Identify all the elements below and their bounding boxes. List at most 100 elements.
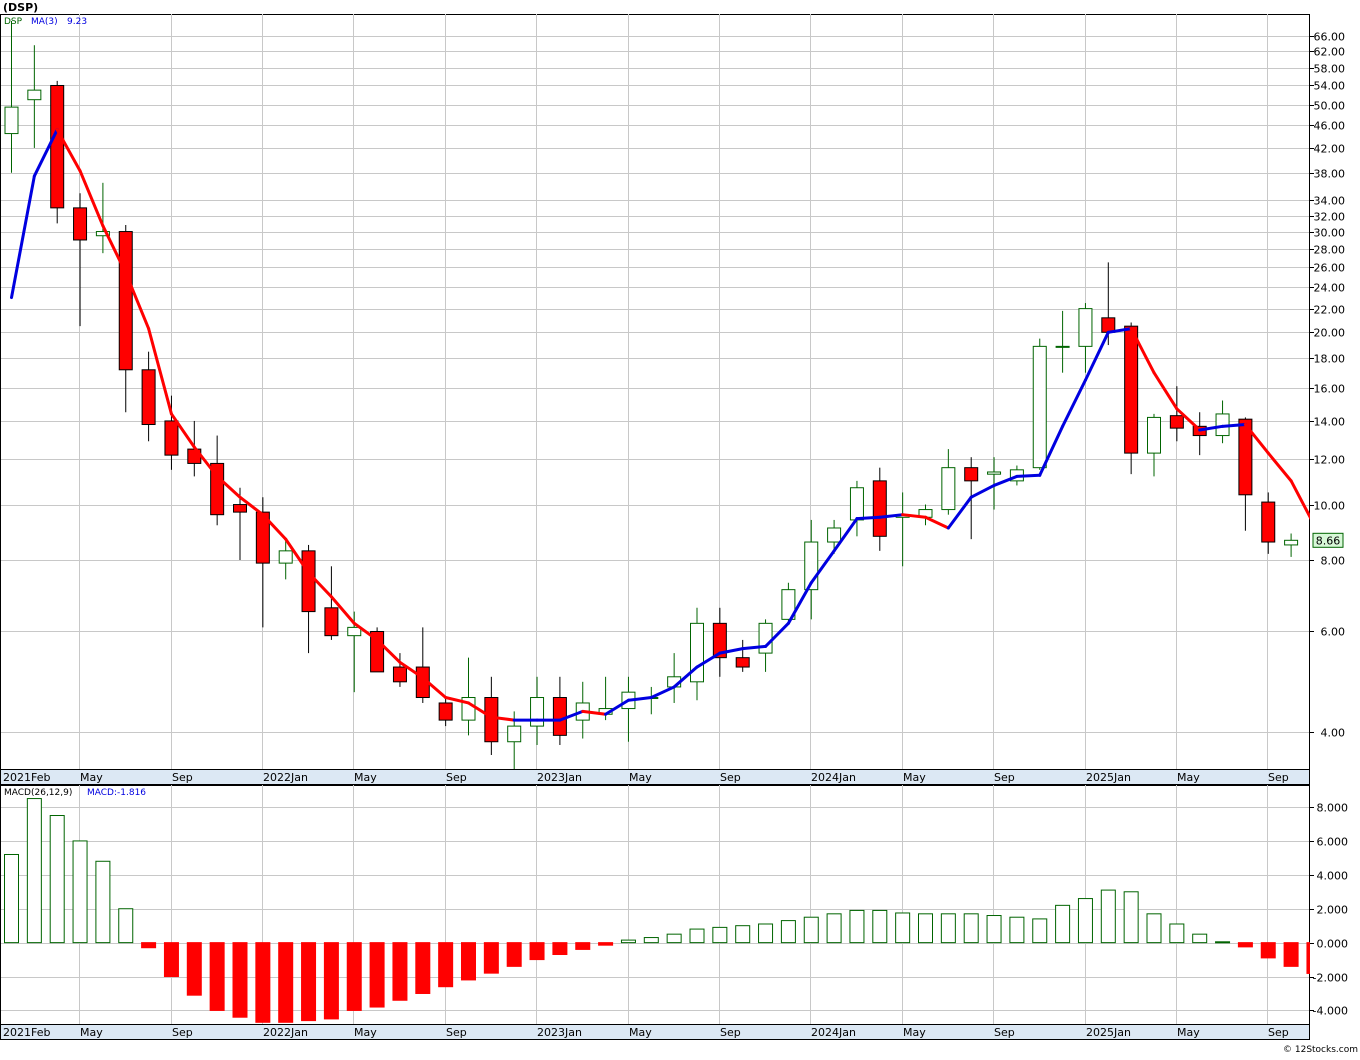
ma3-segment (421, 676, 448, 700)
price-x-tick-label: 2025Jan (1086, 771, 1131, 784)
price-x-tick-label: 2023Jan (537, 771, 582, 784)
candle (1124, 322, 1139, 475)
ma3-segment (1106, 327, 1133, 334)
candle (50, 80, 65, 224)
candle-body (210, 462, 225, 516)
macd-x-tick-label: May (354, 1026, 377, 1039)
macd-bar (895, 912, 911, 944)
price-x-tick-label: May (903, 771, 926, 784)
macd-bar (1009, 916, 1025, 944)
price-x-tick-label: Sep (446, 771, 467, 784)
ma3-segment (1266, 451, 1293, 483)
candle (1261, 492, 1276, 554)
price-tick-label: 14.00 (1314, 416, 1346, 429)
ma3-segment (878, 513, 905, 519)
candle-body (1147, 416, 1161, 454)
candle-body (530, 697, 545, 727)
candle (210, 435, 225, 526)
macd-label: MACD(26,12,9) (4, 788, 72, 798)
ma3-segment (307, 571, 333, 599)
macd-bar (1215, 941, 1231, 944)
candle-body (27, 89, 42, 101)
macd-x-tick-label: May (80, 1026, 103, 1039)
price-tick-label: 16.00 (1314, 383, 1346, 396)
macd-tick-label: -2.000 (1313, 972, 1348, 985)
price-x-axis-bar (0, 769, 1310, 785)
macd-bars (4, 798, 1310, 1023)
macd-bar (506, 942, 522, 967)
ma3-segment (1083, 330, 1110, 382)
macd-x-tick-label: Sep (172, 1026, 193, 1039)
macd-bar (209, 942, 225, 1011)
price-x-tick-label: May (629, 771, 652, 784)
candle-body (827, 527, 842, 543)
candle-body (50, 84, 65, 209)
macd-bar (963, 913, 979, 944)
macd-tick-label: 8.000 (1317, 802, 1349, 815)
price-tick-label: 22.00 (1314, 304, 1346, 317)
candle-body (964, 467, 979, 482)
ma3-segment (238, 495, 265, 517)
macd-bar (1192, 933, 1208, 944)
price-tick-label: 24.00 (1314, 282, 1346, 295)
candle (1078, 303, 1093, 373)
symbol-label: DSP (4, 17, 23, 27)
ma3-segment (10, 174, 36, 300)
candle (392, 653, 407, 687)
candle-body (392, 666, 407, 683)
macd-bar (346, 942, 362, 1011)
candle (735, 639, 750, 672)
candle (255, 497, 270, 628)
ma-value: 9.23 (67, 17, 87, 27)
price-x-axis: 2021Feb May Sep 2022Jan May Sep 2023Jan May Sep 2… (3, 771, 1289, 784)
ma3-segment (192, 445, 219, 478)
ma3-segment (764, 621, 790, 648)
candle (95, 182, 110, 254)
macd-bar (940, 913, 956, 944)
candle-body (735, 657, 750, 668)
candle-body (849, 487, 864, 521)
macd-value-label: MACD:-1.816 (87, 788, 146, 798)
ma3-segment (467, 701, 493, 719)
macd-bar (986, 915, 1002, 944)
candle-body (278, 550, 293, 564)
ma3-segment (147, 327, 173, 416)
price-tick-label: 54.00 (1314, 80, 1346, 93)
last-price-marker: 8.66 (1312, 532, 1344, 548)
candle (941, 449, 956, 515)
macd-bar (1146, 913, 1162, 944)
price-tick-label: 4.00 (1321, 727, 1346, 740)
price-tick-label: 50.00 (1314, 100, 1346, 113)
ma3-segment (992, 474, 1019, 487)
macd-bar (1283, 942, 1299, 967)
price-x-tick-label: May (80, 771, 103, 784)
candle-body (758, 622, 773, 654)
candle (1055, 310, 1070, 373)
ma3-segment (55, 128, 82, 173)
candle-body (141, 369, 156, 426)
ma3-segment (695, 651, 722, 669)
macd-bar (803, 916, 819, 944)
candle-body (255, 511, 270, 564)
ma3-segment (786, 581, 813, 625)
price-tick-label: 42.00 (1314, 143, 1346, 156)
candle-body (95, 231, 110, 237)
ma3-segment (809, 549, 836, 585)
candle-body (347, 626, 362, 637)
candle-body (507, 725, 522, 743)
macd-bar (758, 923, 774, 944)
macd-x-tick-label: 2022Jan (263, 1026, 308, 1039)
ma3-segment (1152, 371, 1179, 411)
ma3-segment (169, 412, 196, 449)
macd-y-axis: -4.000 -2.000 0.000 2.000 4.000 6.000 8.000 (1309, 802, 1348, 1018)
ma-label: MA(3) (31, 17, 58, 27)
macd-x-axis-bar (0, 1024, 1310, 1040)
candle (1032, 338, 1047, 470)
price-tick-label: 8.00 (1321, 555, 1346, 568)
ma3-segment (101, 224, 128, 275)
candle-body (1032, 345, 1047, 469)
macd-bar (415, 942, 431, 994)
ma3-segment (1129, 327, 1156, 375)
candle (370, 627, 385, 673)
